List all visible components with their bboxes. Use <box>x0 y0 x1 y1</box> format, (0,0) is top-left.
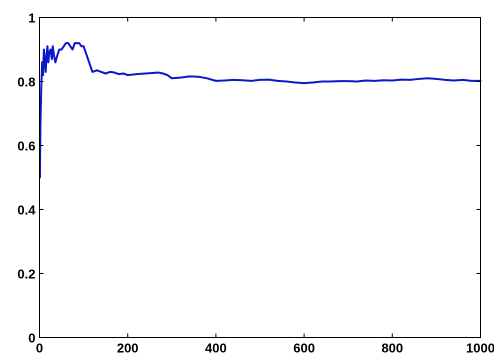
tick-labels: 0 200 400 600 800 1000 0 0.2 0.4 0.6 0.8 1 <box>17 11 494 356</box>
x-tick-label: 400 <box>205 341 227 356</box>
y-tick-label: 0.4 <box>17 203 36 218</box>
y-tick-label: 0 <box>28 331 35 346</box>
series-line-0 <box>38 42 482 179</box>
y-tick-label: 0.8 <box>17 75 35 90</box>
y-tick-label: 0.2 <box>17 267 35 282</box>
y-tick-label: 0.6 <box>17 139 35 154</box>
x-tick-label: 200 <box>117 341 139 356</box>
x-tick-label: 1000 <box>466 341 494 356</box>
x-tick-label: 800 <box>381 341 403 356</box>
axes-frame <box>39 17 481 338</box>
y-tick-label: 1 <box>28 11 35 26</box>
x-tick-label: 600 <box>293 341 315 356</box>
plot-area <box>38 42 482 179</box>
x-tick-label: 0 <box>36 341 43 356</box>
